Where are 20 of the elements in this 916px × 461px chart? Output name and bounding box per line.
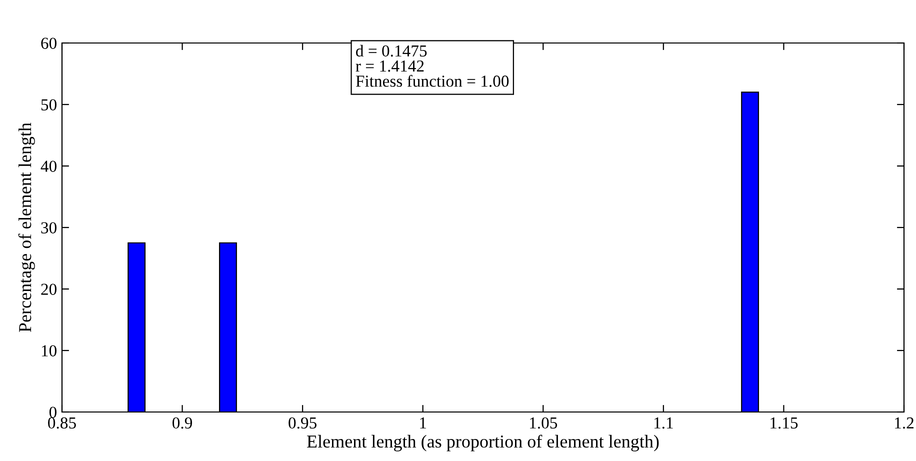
x-tick-label: 1.05 — [530, 417, 558, 429]
y-tick-label: 20 — [41, 284, 57, 295]
x-tick-label: 1 — [420, 417, 426, 428]
y-axis-title: Percentage of element length — [18, 122, 35, 332]
annotation: r = 1.4142 — [356, 60, 424, 72]
x-tick-label: 0.9 — [172, 417, 192, 429]
annotation: Fitness function = 1.00 — [356, 74, 509, 87]
x-tick-label: 0.85 — [48, 417, 76, 429]
x-axis-title: Element length (as proportion of element length) — [307, 434, 659, 452]
x-tick-label: 1.1 — [654, 417, 673, 429]
x-tick-label: 0.95 — [288, 417, 317, 429]
y-tick-label: 10 — [42, 345, 57, 356]
y-tick-label: 30 — [41, 222, 57, 234]
annotation: d = 0.1475 — [356, 44, 427, 57]
x-tick-label: 1.15 — [770, 417, 798, 429]
y-tick-label: 40 — [40, 160, 57, 172]
y-tick-label: 60 — [41, 38, 57, 49]
y-tick-label: 50 — [41, 99, 57, 110]
x-tick-label: 1.2 — [895, 417, 914, 429]
y-tick-label: 0 — [49, 406, 57, 418]
